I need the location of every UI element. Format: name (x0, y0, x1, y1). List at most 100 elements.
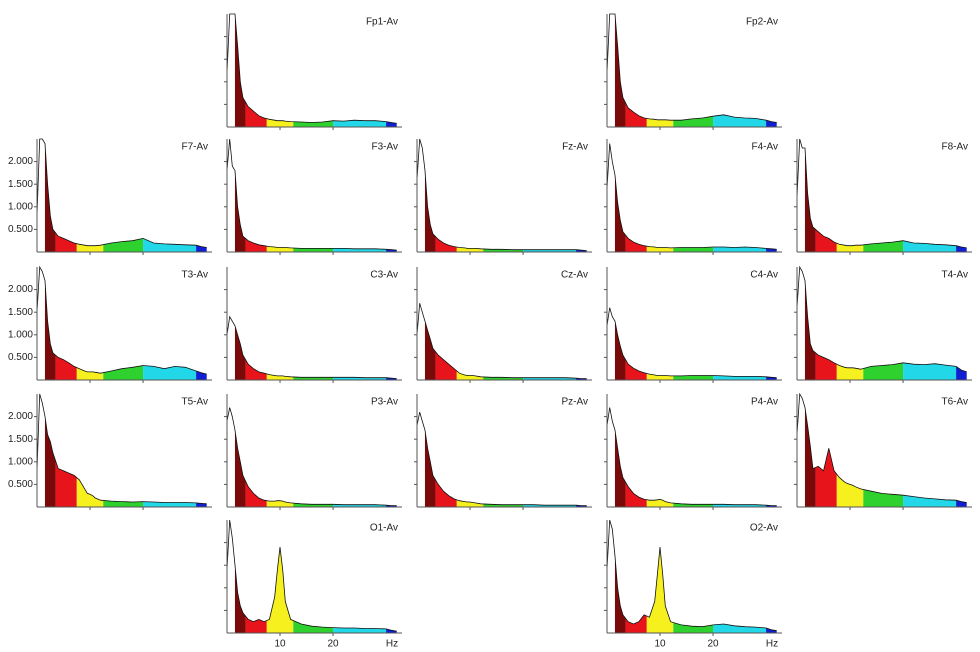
band (266, 14, 294, 127)
band (836, 267, 864, 380)
band (245, 520, 267, 633)
y-tick-label: 2.000 (8, 411, 33, 422)
band (625, 143, 647, 252)
x-tick-label: 10 (654, 639, 666, 650)
spectrum-line (226, 138, 397, 251)
channel-title: Pz-Av (562, 397, 589, 408)
channel-title: C4-Av (750, 270, 778, 281)
spectrum-line (226, 407, 397, 506)
band (435, 139, 457, 252)
y-tick-label: 0.500 (8, 224, 33, 235)
y-tick-label: 1.000 (8, 329, 33, 340)
spectrum-line (606, 519, 777, 632)
spectrum-line (416, 303, 587, 379)
band (44, 139, 56, 252)
band (673, 407, 714, 507)
channel-title: F3-Av (372, 142, 399, 153)
band (625, 14, 647, 127)
channel-title: T6-Av (942, 397, 969, 408)
x-tick-label: 20 (707, 639, 719, 650)
channel-title: O1-Av (370, 523, 398, 534)
band (646, 143, 674, 252)
band (646, 520, 674, 633)
spectrum-line (796, 392, 967, 503)
spectrum-line (416, 138, 587, 251)
band (673, 520, 714, 633)
band (245, 14, 267, 127)
channel-title: T3-Av (182, 270, 209, 281)
band (646, 14, 674, 127)
band (76, 267, 104, 380)
spectrum-line (606, 407, 777, 506)
band (103, 267, 144, 380)
band (424, 303, 436, 380)
band (266, 407, 294, 507)
band (435, 412, 457, 507)
y-tick-label: 1.000 (8, 201, 33, 212)
band (293, 520, 334, 633)
channel-title: T4-Av (942, 270, 969, 281)
band (815, 139, 837, 252)
band (234, 407, 246, 507)
band (836, 139, 864, 252)
y-tick-label: 2.000 (8, 156, 33, 167)
spectrum-line (226, 13, 397, 124)
band (804, 267, 816, 380)
band (266, 316, 294, 380)
spectrum-line (226, 519, 397, 632)
band (815, 394, 837, 507)
band (673, 307, 714, 380)
band (804, 394, 816, 507)
band (804, 139, 816, 252)
band (44, 394, 56, 507)
spectrum-line (796, 265, 967, 373)
band (76, 139, 104, 252)
band (483, 303, 524, 380)
band (456, 412, 484, 507)
band (483, 139, 524, 252)
spectrum-line (416, 411, 587, 506)
band (456, 139, 484, 252)
channel-title: P3-Av (371, 397, 398, 408)
band (863, 394, 904, 507)
channel-title: Fp1-Av (366, 17, 398, 28)
band (44, 267, 56, 380)
y-tick-label: 0.500 (8, 479, 33, 490)
spectrum-line (36, 138, 207, 248)
channel-title: P4-Av (751, 397, 778, 408)
band (234, 316, 246, 380)
channel-title: Fz-Av (562, 142, 588, 153)
band (103, 139, 144, 252)
band (625, 307, 647, 380)
band (673, 14, 714, 127)
band (55, 139, 77, 252)
channel-title: F4-Av (752, 142, 779, 153)
band (614, 14, 626, 127)
x-tick-label: 10 (274, 639, 286, 650)
y-tick-label: 1.500 (8, 434, 33, 445)
y-tick-label: 1.500 (8, 307, 33, 318)
band (646, 307, 674, 380)
spectrum-line (606, 307, 777, 379)
band (646, 407, 674, 507)
channel-title: O2-Av (750, 523, 778, 534)
channel-title: F8-Av (942, 142, 969, 153)
band (293, 407, 334, 507)
band (293, 139, 334, 252)
band (836, 394, 864, 507)
band (863, 139, 904, 252)
band (55, 267, 77, 380)
band (245, 139, 267, 252)
y-tick-label: 2.000 (8, 284, 33, 295)
band (103, 394, 144, 507)
y-tick-label: 1.500 (8, 179, 33, 190)
band (614, 307, 626, 380)
spectrum-line (36, 265, 207, 375)
band (614, 407, 626, 507)
channel-title: Fp2-Av (746, 17, 778, 28)
spectrum-line (606, 13, 777, 123)
y-tick-label: 0.500 (8, 352, 33, 363)
band (266, 139, 294, 252)
spectrum-line (796, 138, 967, 249)
